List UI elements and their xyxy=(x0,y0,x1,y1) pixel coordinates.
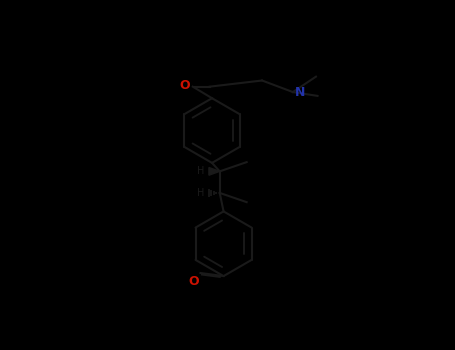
Text: O: O xyxy=(179,79,190,92)
Text: O: O xyxy=(188,275,199,288)
Text: N: N xyxy=(295,85,306,99)
Polygon shape xyxy=(209,168,220,175)
Text: H: H xyxy=(197,188,204,198)
Text: H: H xyxy=(197,166,204,176)
